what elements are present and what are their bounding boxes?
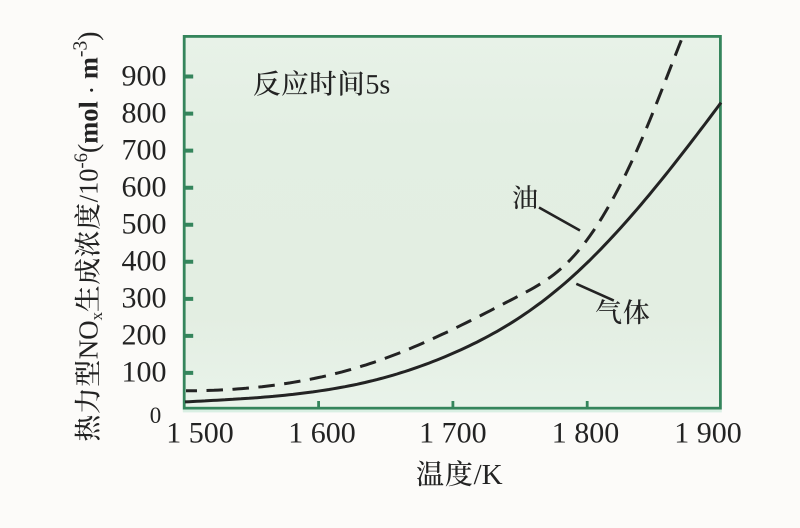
svg-text:1 700: 1 700 [419, 416, 487, 449]
svg-text:400: 400 [122, 245, 167, 278]
svg-text:500: 500 [122, 208, 167, 241]
svg-text:200: 200 [122, 319, 167, 352]
svg-text:700: 700 [122, 133, 167, 166]
svg-text:800: 800 [122, 96, 167, 129]
svg-text:1 800: 1 800 [552, 416, 620, 449]
svg-text:1 900: 1 900 [674, 416, 742, 449]
svg-text:0: 0 [150, 403, 162, 428]
svg-text:100: 100 [122, 356, 167, 389]
svg-text:300: 300 [122, 282, 167, 315]
svg-text:1 500: 1 500 [166, 416, 234, 449]
svg-text:600: 600 [122, 171, 167, 204]
svg-text:1 600: 1 600 [288, 416, 356, 449]
svg-text:900: 900 [122, 59, 167, 92]
